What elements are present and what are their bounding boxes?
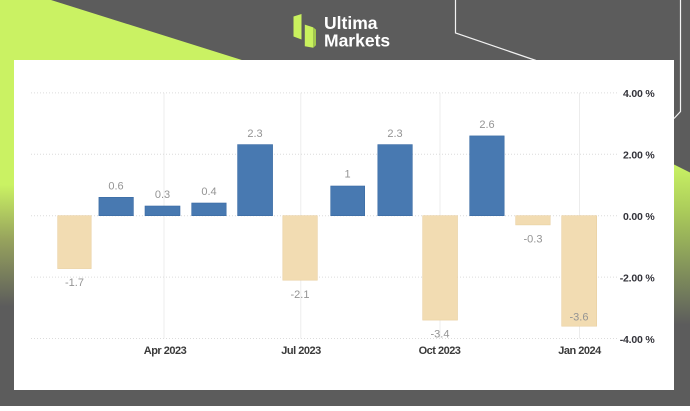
svg-text:1: 1: [344, 169, 350, 181]
svg-text:Apr 2023: Apr 2023: [144, 345, 187, 357]
svg-text:-1.7: -1.7: [65, 277, 84, 289]
svg-text:4.00 %: 4.00 %: [623, 88, 655, 100]
svg-text:-3.4: -3.4: [431, 328, 450, 340]
svg-text:-3.6: -3.6: [570, 312, 589, 324]
svg-text:0.4: 0.4: [201, 186, 216, 198]
svg-text:2.3: 2.3: [387, 128, 402, 140]
svg-text:2.00 %: 2.00 %: [623, 150, 655, 162]
svg-text:Jul 2023: Jul 2023: [281, 345, 321, 357]
svg-text:2.6: 2.6: [479, 119, 494, 131]
svg-text:Oct 2023: Oct 2023: [419, 345, 461, 357]
svg-text:-4.00 %: -4.00 %: [620, 334, 656, 346]
svg-text:0.3: 0.3: [155, 189, 170, 201]
svg-text:-2.1: -2.1: [291, 289, 310, 301]
svg-text:0.6: 0.6: [108, 181, 123, 193]
svg-text:Jan 2024: Jan 2024: [558, 345, 602, 357]
svg-text:Ultima: Ultima: [324, 13, 378, 33]
svg-text:0.00 %: 0.00 %: [623, 211, 655, 223]
svg-text:-0.3: -0.3: [524, 234, 543, 246]
svg-text:Markets: Markets: [324, 31, 390, 51]
svg-text:2.3: 2.3: [247, 128, 262, 140]
svg-text:-2.00 %: -2.00 %: [620, 272, 656, 284]
